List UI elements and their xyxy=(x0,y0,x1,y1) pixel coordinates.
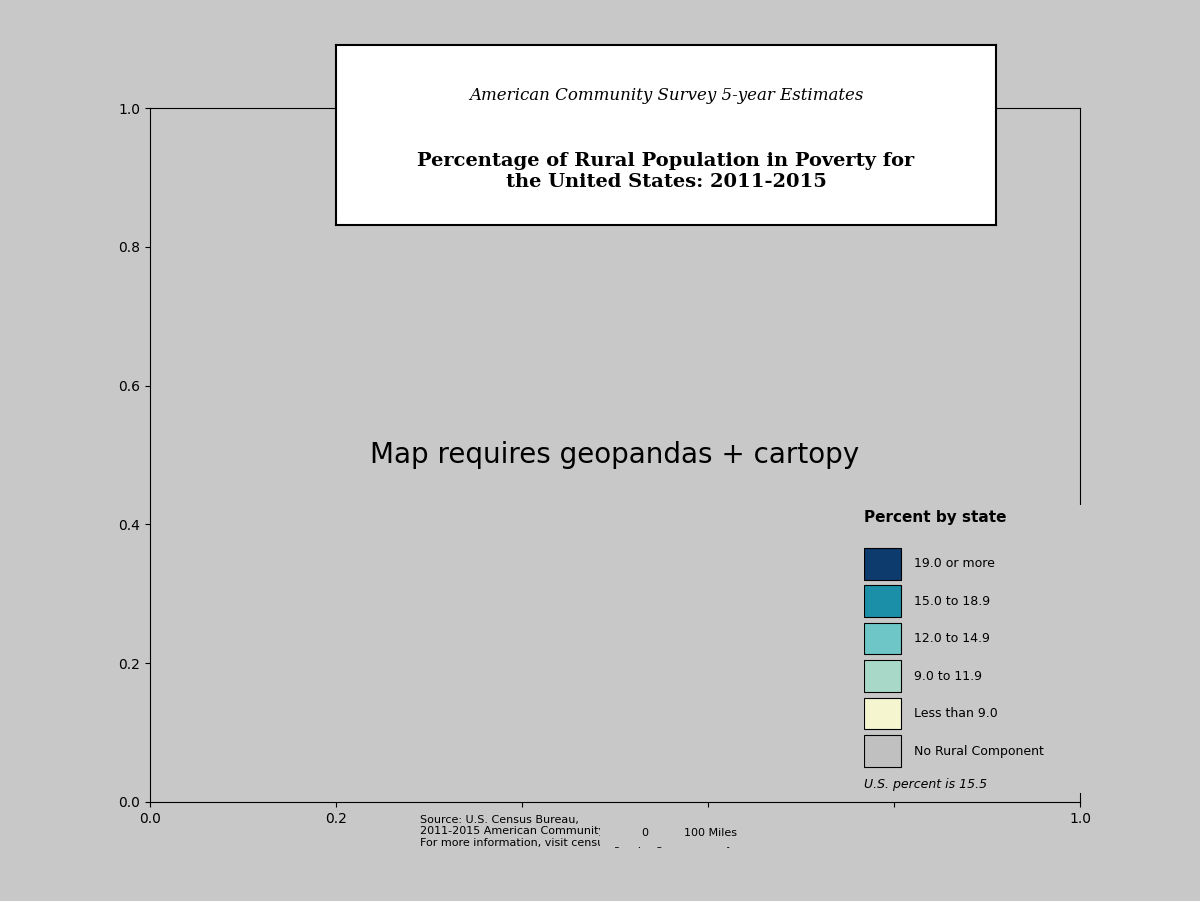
Text: 19.0 or more: 19.0 or more xyxy=(914,557,995,570)
FancyBboxPatch shape xyxy=(864,660,901,692)
FancyBboxPatch shape xyxy=(864,586,901,617)
Text: U.S. percent is 15.5: U.S. percent is 15.5 xyxy=(864,778,988,791)
Text: Less than 9.0: Less than 9.0 xyxy=(914,707,997,720)
FancyBboxPatch shape xyxy=(864,735,901,767)
Text: Percentage of Rural Population in Poverty for
the United States: 2011-2015: Percentage of Rural Population in Povert… xyxy=(418,151,914,191)
Text: 12.0 to 14.9: 12.0 to 14.9 xyxy=(914,633,990,645)
Text: Source: U.S. Census Bureau,
2011-2015 American Community Survey, 5-year Estimate: Source: U.S. Census Bureau, 2011-2015 Am… xyxy=(420,815,761,848)
Text: Map requires geopandas + cartopy: Map requires geopandas + cartopy xyxy=(371,441,859,469)
FancyBboxPatch shape xyxy=(864,623,901,654)
FancyBboxPatch shape xyxy=(864,548,901,579)
Text: No Rural Component: No Rural Component xyxy=(914,744,1044,758)
Text: 15.0 to 18.9: 15.0 to 18.9 xyxy=(914,595,990,607)
Text: 0          100 Miles: 0 100 Miles xyxy=(642,828,738,839)
Text: 9.0 to 11.9: 9.0 to 11.9 xyxy=(914,669,982,683)
FancyBboxPatch shape xyxy=(864,697,901,730)
Text: Percent by state: Percent by state xyxy=(864,510,1007,525)
Text: American Community Survey 5-year Estimates: American Community Survey 5-year Estimat… xyxy=(469,87,863,104)
